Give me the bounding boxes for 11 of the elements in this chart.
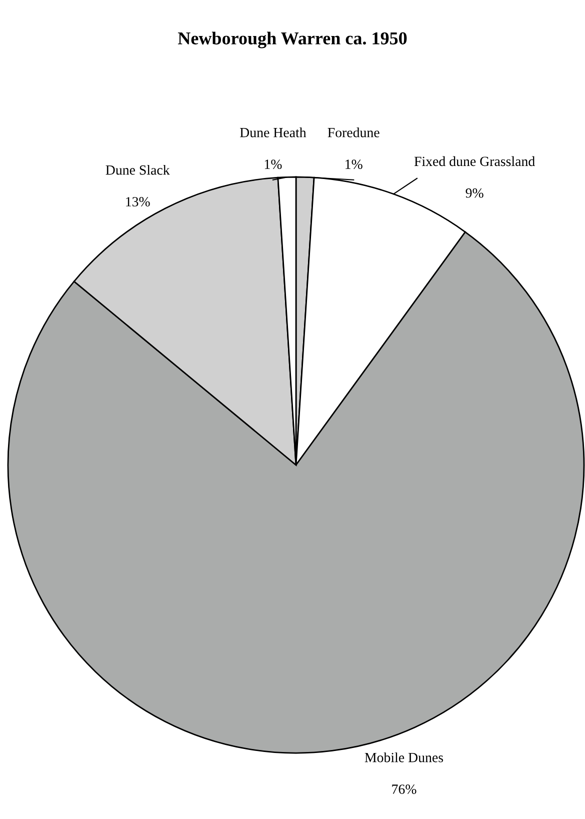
data-label: 76%: [392, 784, 416, 794]
data-label: 1%: [264, 160, 282, 169]
data-label: 13%: [126, 197, 150, 206]
slice-label: Mobile Dunes: [364, 752, 444, 762]
chart-title: Newborough Warren ca. 1950: [178, 32, 407, 48]
slice-label: Fixed dune Grassland: [414, 156, 535, 166]
slice-label: Foredune: [328, 128, 380, 138]
slice-label: Dune Heath: [240, 128, 306, 138]
data-label: 1%: [346, 160, 362, 169]
data-label: 9%: [466, 188, 484, 198]
slice-label: Dune Slack: [106, 164, 170, 175]
